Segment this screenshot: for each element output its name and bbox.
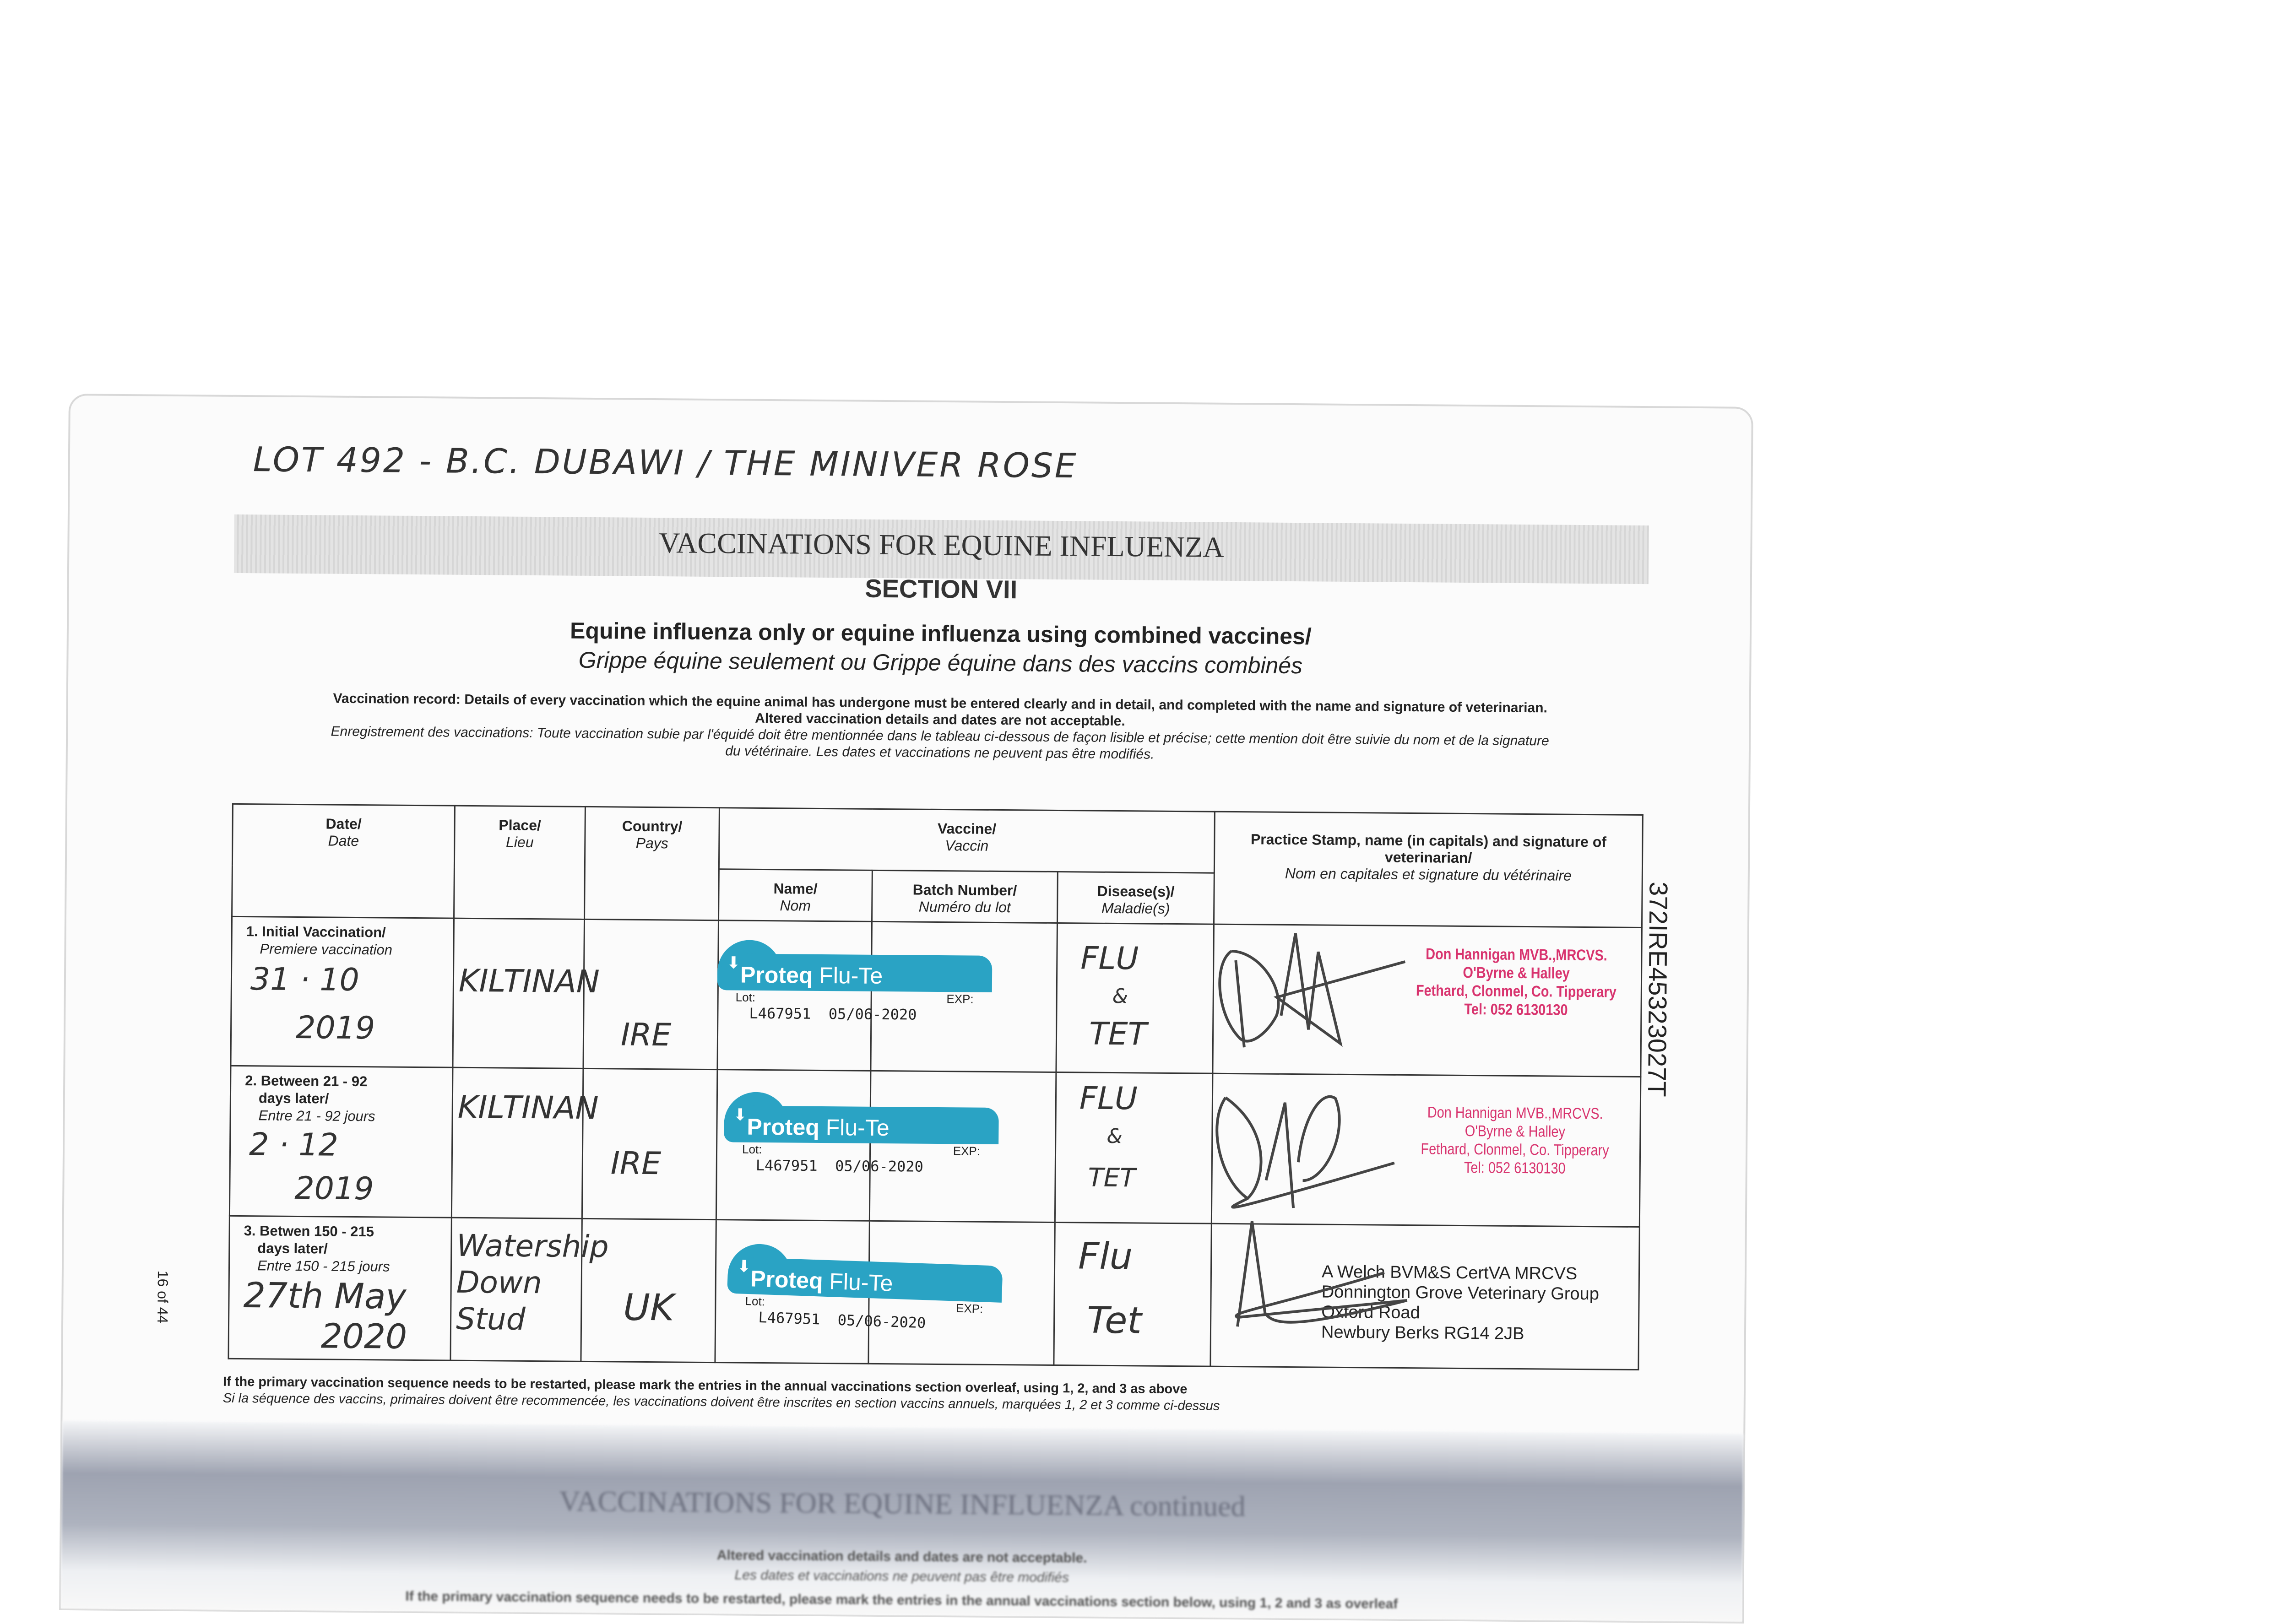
vaccine-sticker: ⬇ Proteq Flu-Te Lot: EXP: L467951 05/06-2…: [724, 1092, 999, 1176]
country-value: UK: [623, 1286, 674, 1329]
row-label-date: 2. Between 21 - 92 days later/Entre 21 - …: [229, 1066, 453, 1218]
header-disease: Disease(s)/Maladie(s): [1057, 872, 1215, 925]
date-line2: 2019: [294, 1170, 374, 1207]
date-line2: 2019: [295, 1009, 375, 1047]
date-line1: 2 · 12: [249, 1126, 339, 1164]
disease-cell: Flu Tet: [1053, 1222, 1212, 1367]
instructions: Vaccination record: Details of every vac…: [233, 690, 1648, 767]
signature-1: [1218, 933, 1406, 1048]
header-country: Country/Pays: [584, 807, 720, 920]
disease-line3: Tet: [1086, 1299, 1142, 1342]
footnotes: If the primary vaccination sequence need…: [223, 1374, 1220, 1414]
date-line1: 27th May: [243, 1275, 407, 1317]
country-value: IRE: [610, 1145, 662, 1182]
arrow-down-icon: ⬇: [727, 953, 741, 972]
passport-number: 372IRE45323027T: [1643, 882, 1673, 1097]
vaccination-table: Date/Date Place/Lieu Country/Pays Vaccin…: [228, 803, 1643, 1370]
row-label-date: 1. Initial Vaccination/Premiere vaccinat…: [230, 916, 454, 1068]
place-cell: Watership Down Stud: [450, 1218, 609, 1362]
country-value: IRE: [620, 1017, 672, 1054]
disease-cell: FLU & TET: [1056, 923, 1214, 1074]
place-cell: KILTINAN: [452, 918, 600, 1069]
disease-line2: &: [1107, 1124, 1123, 1148]
header-date: Date/Date: [232, 804, 455, 919]
row-label-date: 3. Betwen 150 - 215 days later/Entre 150 …: [228, 1216, 452, 1361]
page-number: 16 of 44: [154, 1270, 171, 1324]
date-line2: 2020: [320, 1316, 407, 1357]
place-value: Watership Down Stud: [456, 1228, 609, 1337]
header-vaccine: Vaccine/Vaccin: [719, 807, 1215, 873]
disease-line1: Flu: [1078, 1234, 1133, 1278]
signature-2: [1215, 1095, 1395, 1209]
signatures: [1215, 933, 1408, 1327]
vaccine-sticker: ⬇ Proteq Flu-Te Lot: EXP: L467951 05/06-2…: [717, 940, 993, 1024]
disease-line3: TET: [1089, 1016, 1147, 1053]
disease-line2: &: [1112, 984, 1128, 1008]
vaccine-sticker: ⬇ Proteq Flu-Te Lot: EXP: L467951 05/06-2…: [726, 1243, 1003, 1335]
arrow-down-icon: ⬇: [737, 1256, 752, 1276]
country-cell: UK: [580, 1218, 716, 1363]
header-vaccine-name: Name/Nom: [718, 869, 873, 922]
date-line1: 31 · 10: [250, 961, 360, 999]
disease-line3: TET: [1088, 1163, 1136, 1193]
handwritten-lot-title: LOT 492 - B.C. DUBAWI / THE MINIVER ROSE: [253, 440, 1078, 486]
country-cell: IRE: [582, 1068, 717, 1220]
disease-line1: FLU: [1079, 1080, 1138, 1117]
passport-page: LOT 492 - B.C. DUBAWI / THE MINIVER ROSE…: [59, 394, 1753, 1624]
country-cell: IRE: [583, 919, 719, 1070]
header-batch-number: Batch Number/Numéro du lot: [872, 870, 1058, 923]
arrow-down-icon: ⬇: [733, 1105, 748, 1124]
place-value: KILTINAN: [457, 1089, 599, 1127]
signature-3: [1235, 1221, 1408, 1327]
place-value: KILTINAN: [458, 963, 600, 1001]
place-cell: KILTINAN: [451, 1067, 599, 1219]
header-stamp: Practice Stamp, name (in capitals) and s…: [1214, 812, 1643, 928]
disease-line1: FLU: [1080, 940, 1139, 977]
header-place: Place/Lieu: [454, 806, 586, 920]
disease-cell: FLU & TET: [1055, 1072, 1213, 1224]
